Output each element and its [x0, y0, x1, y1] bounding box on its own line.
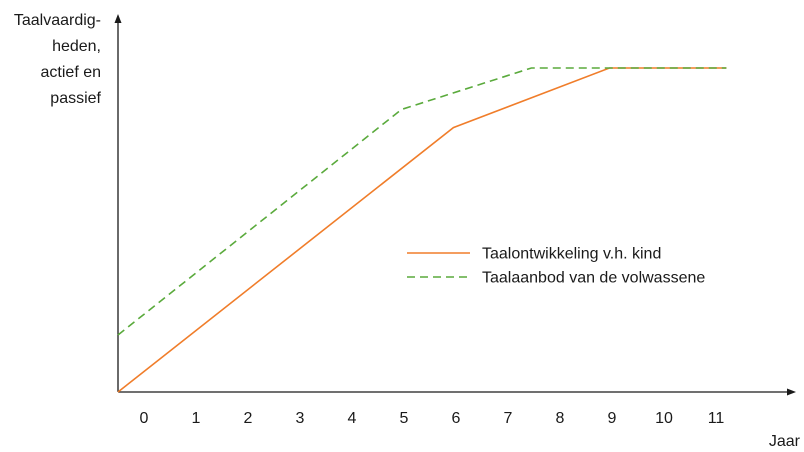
y-axis-arrow [114, 14, 122, 23]
y-axis-label-line: passief [50, 90, 101, 107]
y-axis-label-line: Taalvaardig- [14, 12, 101, 29]
x-tick-label: 0 [140, 410, 149, 427]
legend-entry-label: Taalontwikkeling v.h. kind [482, 246, 661, 263]
x-tick-label: 9 [608, 410, 617, 427]
x-axis-label: Jaar [769, 433, 801, 450]
x-tick-label: 11 [708, 410, 725, 427]
series-line-dashed [117, 67, 727, 336]
series-lines [117, 67, 727, 393]
x-tick-label: 3 [296, 410, 305, 427]
x-axis-ticks: 0 1 2 3 4 5 6 7 8 9 10 11 [140, 410, 725, 427]
x-tick-label: 4 [348, 410, 357, 427]
legend: Taalontwikkeling v.h. kind Taalaanbod van… [407, 246, 705, 287]
axes [114, 14, 796, 396]
x-tick-label: 7 [504, 410, 513, 427]
x-tick-label: 6 [452, 410, 461, 427]
series-line-solid [117, 67, 727, 393]
x-tick-label: 10 [655, 410, 673, 427]
y-axis-label: Taalvaardig-heden, actief en passief [14, 12, 102, 107]
y-axis-label-line: actief en [41, 64, 101, 81]
x-tick-label: 1 [192, 410, 201, 427]
y-axis-label-line: heden, [52, 38, 101, 55]
x-tick-label: 8 [556, 410, 565, 427]
x-axis-arrow [787, 388, 796, 396]
legend-entry-label: Taalaanbod van de volwassene [482, 270, 705, 287]
x-tick-label: 5 [400, 410, 409, 427]
x-tick-label: 2 [244, 410, 253, 427]
